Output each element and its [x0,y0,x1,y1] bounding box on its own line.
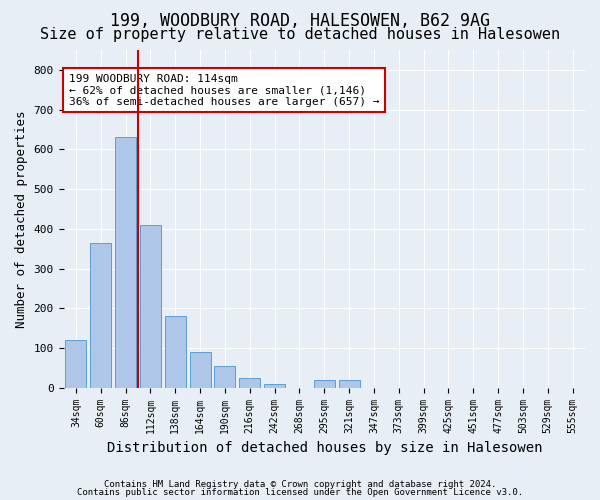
Bar [214,366,235,388]
Text: Contains public sector information licensed under the Open Government Licence v3: Contains public sector information licen… [77,488,523,497]
Bar [90,242,112,388]
Text: Contains HM Land Registry data © Crown copyright and database right 2024.: Contains HM Land Registry data © Crown c… [104,480,496,489]
Bar [190,352,211,388]
Bar [140,225,161,388]
Bar [338,380,359,388]
Bar [264,384,285,388]
Text: 199 WOODBURY ROAD: 114sqm
← 62% of detached houses are smaller (1,146)
36% of se: 199 WOODBURY ROAD: 114sqm ← 62% of detac… [69,74,379,107]
Y-axis label: Number of detached properties: Number of detached properties [15,110,28,328]
Text: 199, WOODBURY ROAD, HALESOWEN, B62 9AG: 199, WOODBURY ROAD, HALESOWEN, B62 9AG [110,12,490,30]
Text: Size of property relative to detached houses in Halesowen: Size of property relative to detached ho… [40,28,560,42]
Bar [165,316,186,388]
Bar [65,340,86,388]
Bar [115,138,136,388]
Bar [239,378,260,388]
X-axis label: Distribution of detached houses by size in Halesowen: Distribution of detached houses by size … [107,441,542,455]
Bar [314,380,335,388]
